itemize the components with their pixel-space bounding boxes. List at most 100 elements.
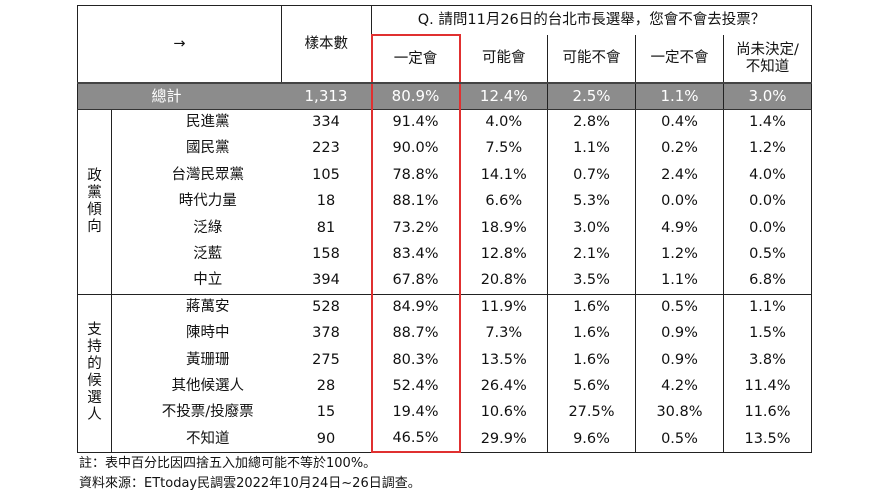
row-value-4: 0.4%	[635, 109, 724, 136]
total-value-1: 80.9%	[370, 82, 461, 110]
total-value-2: 12.4%	[459, 82, 548, 110]
row-value-4: 0.9%	[635, 346, 724, 374]
option-header-4: 一定不會	[635, 35, 724, 84]
row-value-1: 46.5%	[370, 426, 461, 454]
row-sample-size: 28	[281, 373, 372, 400]
row-value-4: 4.9%	[635, 214, 724, 242]
row-value-1: 83.4%	[370, 241, 461, 268]
row-sample-size: 334	[281, 109, 372, 136]
table-row: 泛藍 158 83.4% 12.8% 2.1% 1.2% 0.5%	[78, 241, 813, 268]
row-sample-size: 275	[281, 346, 372, 374]
row-label: 泛綠	[193, 219, 223, 236]
row-value-2: 4.0%	[459, 109, 548, 136]
total-label: 總計	[111, 82, 282, 110]
table-row: 陳時中 378 88.7% 7.3% 1.6% 0.9% 1.5%	[78, 320, 813, 347]
row-sample-size: 15	[281, 399, 372, 427]
row-value-2: 14.1%	[459, 162, 548, 189]
row-label: 黃珊珊	[186, 351, 230, 368]
row-value-4: 0.5%	[635, 426, 724, 453]
row-value-4: 30.8%	[635, 399, 724, 427]
table-row: 泛綠 81 73.2% 18.9% 3.0% 4.9% 0.0%	[78, 214, 813, 242]
row-value-4: 1.1%	[635, 267, 724, 295]
row-label: 國民黨	[186, 140, 230, 157]
row-label: 中立	[111, 267, 282, 295]
notes: 註：表中百分比因四捨五入加總可能不等於100%。 資料來源：ETtoday民調雲…	[79, 454, 421, 494]
table-row: 時代力量 18 88.1% 6.6% 5.3% 0.0% 0.0%	[78, 188, 813, 215]
row-value-5: 6.8%	[723, 267, 813, 295]
row-value-1: 90.0%	[370, 135, 461, 163]
option-header-2: 可能會	[459, 35, 548, 84]
table-row: 其他候選人 28 52.4% 26.4% 5.6% 4.2% 11.4%	[78, 373, 813, 400]
row-value-2: 11.9%	[459, 294, 548, 321]
row-value-3: 9.6%	[547, 426, 636, 453]
total-value-4: 1.1%	[635, 82, 724, 110]
row-value-3: 5.6%	[547, 373, 636, 400]
table-row: 黃珊珊 275 80.3% 13.5% 1.6% 0.9% 3.8%	[78, 346, 813, 374]
row-value-1: 88.7%	[370, 320, 461, 347]
row-value-5: 3.8%	[723, 346, 813, 374]
row-value-1: 78.8%	[370, 162, 461, 189]
row-label: 不投票/投廢票	[161, 404, 254, 421]
row-value-5: 1.4%	[723, 109, 813, 136]
table-row: 中立 394 67.8% 20.8% 3.5% 1.1% 6.8%	[78, 267, 813, 295]
row-value-5: 0.0%	[723, 188, 813, 215]
total-value-3: 2.5%	[547, 82, 636, 110]
row-value-1: 84.9%	[370, 294, 461, 321]
row-value-5: 1.1%	[723, 294, 813, 321]
row-value-1: 52.4%	[370, 373, 461, 400]
row-value-5: 11.4%	[723, 373, 813, 400]
option-header-5: 尚未決定/ 不知道	[723, 35, 813, 84]
source-note: 資料來源：ETtoday民調雲2022年10月24日~26日調查。	[79, 476, 421, 491]
row-value-4: 0.9%	[635, 320, 724, 347]
row-label: 台灣民眾黨	[171, 166, 245, 183]
row-value-3: 1.1%	[547, 135, 636, 163]
row-label: 時代力量	[178, 193, 237, 210]
row-sample-size: 90	[281, 426, 372, 453]
row-value-2: 13.5%	[459, 346, 548, 374]
total-value-5: 3.0%	[723, 82, 813, 110]
row-value-2: 20.8%	[459, 267, 548, 295]
total-n: 1,313	[281, 82, 372, 110]
row-value-1: 80.3%	[370, 346, 461, 374]
row-label: 民進黨	[186, 114, 230, 131]
option-header-3: 可能不會	[547, 35, 636, 84]
table-row: 支持的候選人蔣萬安 528 84.9% 11.9% 1.6% 0.5% 1.1%	[77, 294, 813, 453]
row-value-2: 7.3%	[459, 320, 548, 347]
row-sample-size: 378	[281, 320, 372, 347]
row-value-5: 4.0%	[723, 162, 813, 189]
row-value-1: 19.4%	[370, 399, 461, 427]
row-value-4: 0.2%	[635, 135, 724, 163]
row-label: 不知道	[111, 426, 282, 453]
row-label: 其他候選人	[171, 377, 245, 394]
row-value-1: 91.4%	[370, 109, 461, 136]
row-value-2: 6.6%	[459, 188, 548, 215]
table-row: 台灣民眾黨 105 78.8% 14.1% 0.7% 2.4% 4.0%	[78, 162, 813, 189]
option-header-1: 一定會	[370, 34, 461, 84]
row-sample-size: 528	[281, 294, 372, 321]
row-value-2: 18.9%	[459, 214, 548, 242]
table-body: 總計 1,313 80.9% 12.4% 2.5% 1.1% 3.0% 政黨傾向民進黨 334…	[77, 82, 813, 454]
row-sample-size: 223	[281, 135, 372, 163]
row-sample-size: 394	[281, 267, 372, 295]
row-value-5: 1.2%	[723, 135, 813, 163]
row-value-1: 73.2%	[370, 214, 461, 242]
group-label-2: 支持的候選人	[77, 294, 112, 453]
row-value-1: 67.8%	[370, 267, 461, 295]
row-value-3: 2.1%	[547, 241, 636, 268]
row-sample-size: 81	[281, 214, 372, 242]
group-label-1: 政黨傾向	[77, 109, 112, 295]
row-sample-size: 158	[281, 241, 372, 268]
row-value-4: 4.2%	[635, 373, 724, 400]
row-value-3: 27.5%	[547, 399, 636, 427]
row-value-2: 26.4%	[459, 373, 548, 400]
row-value-3: 3.5%	[547, 267, 636, 295]
row-value-5: 13.5%	[723, 426, 813, 453]
table-row: 政黨傾向民進黨 334 91.4% 4.0% 2.8% 0.4% 1.4%	[77, 109, 813, 295]
row-value-5: 0.5%	[723, 241, 813, 268]
row-value-5: 11.6%	[723, 399, 813, 427]
poll-table-container: → 樣本數 Q. 請問11月26日的台北市長選舉，您會不會去投票？ 一定會 可能會…	[77, 5, 813, 454]
footnote: 註：表中百分比因四捨五入加總可能不等於100%。	[79, 456, 377, 471]
table-row: 國民黨 223 90.0% 7.5% 1.1% 0.2% 1.2%	[78, 135, 813, 163]
row-value-3: 1.6%	[547, 294, 636, 321]
option-header-row: 一定會 可能會 可能不會 一定不會 尚未決定/ 不知道	[78, 34, 813, 84]
